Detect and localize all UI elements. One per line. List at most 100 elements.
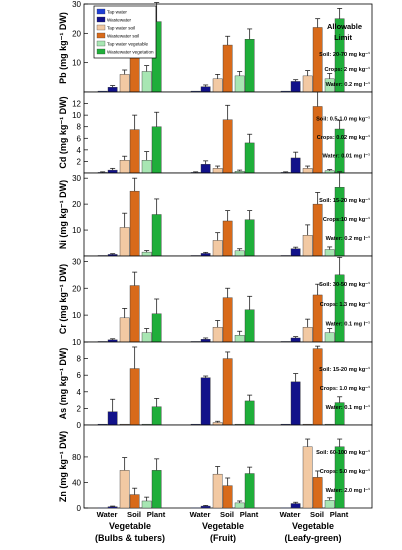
bar-wastewater-vegetation xyxy=(151,126,162,174)
bar-tap-water xyxy=(190,507,201,509)
legend-swatch-tap-water-soil xyxy=(96,24,106,31)
y-tick-label: 2 xyxy=(77,404,82,413)
bar-wastewater xyxy=(290,248,301,257)
y-tick-label: 12 xyxy=(72,100,81,109)
legend-label-tap-water: Tap water xyxy=(107,10,127,15)
bar-wastewater-vegetation xyxy=(244,39,255,93)
note-water: Water: 0.1 mg l⁻¹ xyxy=(326,321,371,328)
legend-swatch-tap-water xyxy=(96,8,106,15)
y-tick-label: 20 xyxy=(72,284,81,293)
bar-wastewater xyxy=(290,81,301,93)
y-tick-label: 8 xyxy=(77,123,82,132)
bar-wastewater-vegetation xyxy=(244,219,255,257)
note-soil: Soil: 30-50 mg kg⁻¹ xyxy=(319,281,370,288)
bar-wastewater xyxy=(107,506,118,509)
bar-tap-water xyxy=(280,507,291,509)
y-tick-label: 10 xyxy=(72,59,81,68)
bar-tap-water-soil xyxy=(212,240,223,257)
bar-wastewater xyxy=(290,337,301,343)
bar-tap-water-soil xyxy=(302,235,313,257)
bar-tap-water-vegetable xyxy=(141,71,152,93)
y-tick-label: 6 xyxy=(77,371,82,380)
y-tick-label: 0 xyxy=(77,504,82,513)
y-tick-label: 10 xyxy=(72,311,81,320)
bar-wastewater xyxy=(200,86,211,93)
bar-tap-water-vegetable xyxy=(141,160,152,174)
legend-swatch-tap-water-vegetable xyxy=(96,40,106,47)
legend-label-wastewater-vegetation: Wastewater vegetation xyxy=(107,50,154,55)
bar-wastewater-soil xyxy=(222,220,233,257)
group-label: Vegetable xyxy=(292,521,334,531)
note-crops: Crops: 2 mg kg⁻¹ xyxy=(324,66,370,73)
note-water: Water: 2.0 mg l⁻¹ xyxy=(326,487,371,494)
bar-wastewater-vegetation xyxy=(151,470,162,509)
bar-wastewater-soil xyxy=(312,27,323,93)
bar-wastewater-soil xyxy=(222,44,233,93)
bar-wastewater-vegetation xyxy=(151,214,162,257)
bar-wastewater xyxy=(200,377,211,426)
bar-wastewater-vegetation xyxy=(244,473,255,509)
y-tick-label: 4 xyxy=(77,146,82,155)
note-soil: Soil: 20-70 mg kg⁻¹ xyxy=(319,51,370,58)
bar-tap-water-vegetable xyxy=(141,500,152,509)
bar-tap-water-vegetable xyxy=(324,249,335,257)
y-tick-label: 40 xyxy=(72,478,81,487)
bar-tap-water-vegetable xyxy=(234,75,245,93)
note-water: Water: 0.2 mg l⁻¹ xyxy=(326,81,371,88)
group-label: Vegetable xyxy=(109,521,151,531)
note-crops: Crops: 1.3 mg kg⁻¹ xyxy=(320,301,370,308)
x-tick-label-plant: Plant xyxy=(147,510,166,519)
note-allowable: Allowable xyxy=(327,22,362,31)
note-water: Water: 0.01 mg l⁻¹ xyxy=(322,153,370,160)
bar-wastewater-soil xyxy=(222,358,233,426)
x-tick-label-water: Water xyxy=(97,510,118,519)
legend-label-wastewater-soil: Wastewater soil xyxy=(107,34,139,39)
bar-wastewater-soil xyxy=(222,119,233,174)
legend-label-wastewater: Wastewater xyxy=(107,18,132,23)
x-tick-label-plant: Plant xyxy=(240,510,259,519)
bar-tap-water-soil xyxy=(119,227,130,257)
y-tick-label: 6 xyxy=(77,134,82,143)
bar-wastewater-vegetation xyxy=(151,406,162,426)
bar-wastewater xyxy=(107,169,118,174)
bar-wastewater-soil xyxy=(129,285,140,343)
legend-swatch-wastewater-vegetation xyxy=(96,48,106,55)
legend-swatch-wastewater xyxy=(96,16,106,23)
legend-label-tap-water-vegetable: Tap water vegetable xyxy=(107,42,149,47)
y-tick-label: 10 xyxy=(72,111,81,120)
legend-label-tap-water-soil: Tap water soil xyxy=(107,26,135,31)
group-sublabel: (Fruit) xyxy=(210,533,236,543)
y-axis-label: Zn (mg kg⁻¹ DW) xyxy=(58,431,68,502)
bar-tap-water-soil xyxy=(119,160,130,174)
bar-tap-water-vegetable xyxy=(324,332,335,343)
note-limit: Limit xyxy=(334,33,352,42)
group-label: Vegetable xyxy=(202,521,244,531)
bar-tap-water-vegetable xyxy=(324,500,335,509)
y-tick-label: 20 xyxy=(72,200,81,209)
bar-tap-water-soil xyxy=(119,74,130,93)
note-soil: Soil: 15-20 mg kg⁻¹ xyxy=(319,366,370,373)
bar-wastewater-soil xyxy=(129,368,140,426)
bar-wastewater-soil xyxy=(222,297,233,343)
bar-wastewater xyxy=(107,411,118,426)
y-tick-label: 4 xyxy=(77,388,82,397)
note-soil: Soil: 60-100 mg kg⁻¹ xyxy=(316,449,370,456)
bar-tap-water-soil xyxy=(212,168,223,174)
note-crops: Crops: 0.02 mg kg⁻¹ xyxy=(317,134,370,141)
bar-wastewater-vegetation xyxy=(244,309,255,343)
x-tick-label-soil: Soil xyxy=(127,510,141,519)
bar-tap-water-soil xyxy=(302,446,313,509)
note-water: Water: 0.1 mg l⁻¹ xyxy=(326,404,371,411)
y-axis-label: Pb (mg kg⁻¹ DW) xyxy=(58,12,68,84)
bar-tap-water-vegetable xyxy=(234,250,245,257)
bar-wastewater xyxy=(200,505,211,509)
bar-tap-water-soil xyxy=(212,327,223,343)
y-tick-label: 30 xyxy=(72,0,81,9)
bar-tap-water-soil xyxy=(212,473,223,509)
bar-wastewater-soil xyxy=(222,485,233,509)
bar-tap-water-vegetable xyxy=(141,251,152,257)
bar-tap-water-vegetable xyxy=(141,332,152,343)
x-tick-label-plant: Plant xyxy=(330,510,349,519)
note-crops: Crops:10 mg kg⁻¹ xyxy=(323,216,370,223)
